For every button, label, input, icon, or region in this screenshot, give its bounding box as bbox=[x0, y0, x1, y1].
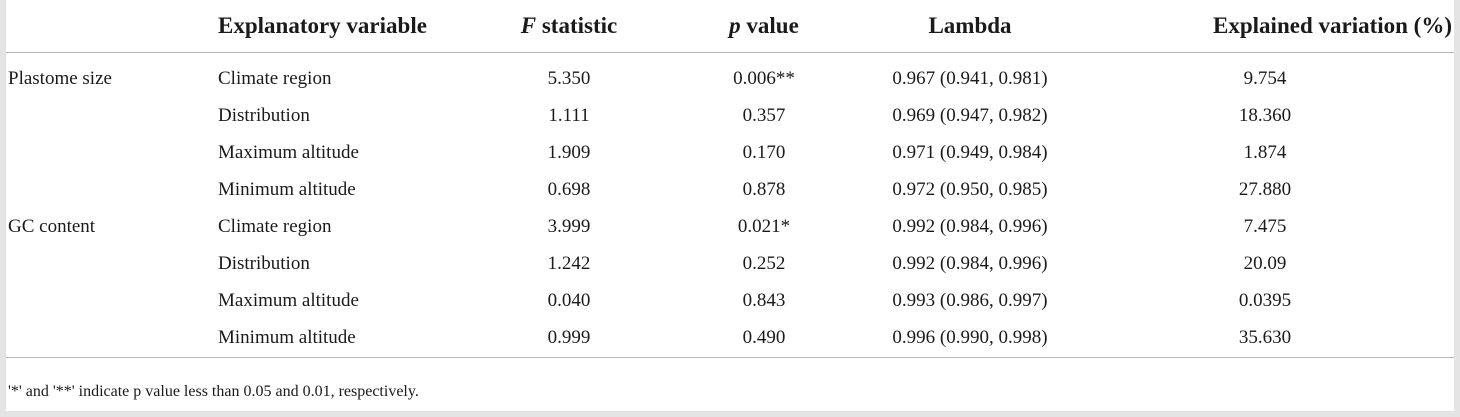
cell-f-statistic: 1.909 bbox=[547, 141, 591, 163]
cell-explained-variation: 1.874 bbox=[1243, 141, 1287, 163]
cell-f-statistic: 3.999 bbox=[547, 215, 591, 237]
cell-p-value: 0.021* bbox=[737, 215, 791, 237]
cell-variable: Distribution bbox=[218, 104, 310, 126]
header-p-label: value bbox=[740, 13, 799, 38]
cell-variable: Minimum altitude bbox=[218, 178, 356, 200]
cell-lambda: 0.969 (0.947, 0.982) bbox=[892, 104, 1048, 126]
cell-group: Plastome size bbox=[8, 68, 112, 89]
cell-lambda: 0.992 (0.984, 0.996) bbox=[892, 252, 1048, 274]
cell-p-value: 0.843 bbox=[742, 289, 786, 311]
cell-explained-variation: 27.880 bbox=[1238, 178, 1292, 200]
table-row: Distribution 1.111 0.357 0.969 (0.947, 0… bbox=[6, 97, 1454, 134]
table-header: Explanatory variable F statistic p value… bbox=[6, 0, 1454, 53]
cell-f-statistic: 1.242 bbox=[547, 252, 591, 274]
cell-lambda: 0.972 (0.950, 0.985) bbox=[892, 178, 1048, 200]
cell-explained-variation: 0.0395 bbox=[1238, 289, 1292, 311]
table-card: Explanatory variable F statistic p value… bbox=[6, 0, 1454, 411]
table-row: Maximum altitude 1.909 0.170 0.971 (0.94… bbox=[6, 134, 1454, 171]
cell-explained-variation: 7.475 bbox=[1243, 215, 1287, 237]
results-table: Explanatory variable F statistic p value… bbox=[6, 0, 1454, 358]
cell-group bbox=[6, 134, 210, 171]
header-row: Explanatory variable F statistic p value… bbox=[6, 0, 1454, 53]
cell-variable: Maximum altitude bbox=[218, 141, 359, 163]
cell-f-statistic: 1.111 bbox=[548, 104, 590, 126]
table-row: Plastome size Climate region 5.350 0.006… bbox=[6, 53, 1454, 98]
cell-group bbox=[6, 171, 210, 208]
cell-lambda: 0.971 (0.949, 0.984) bbox=[892, 141, 1048, 163]
cell-explained-variation: 9.754 bbox=[1243, 68, 1287, 89]
table-footnote: '*' and '**' indicate p value less than … bbox=[8, 383, 419, 400]
cell-explained-variation: 20.09 bbox=[1243, 252, 1287, 274]
cell-variable: Minimum altitude bbox=[218, 327, 356, 348]
cell-p-value: 0.878 bbox=[742, 178, 786, 200]
cell-explained-variation: 35.630 bbox=[1238, 327, 1292, 348]
header-lambda: Lambda bbox=[928, 13, 1012, 38]
header-explained-variation: Explained variation (%) bbox=[1213, 13, 1452, 38]
cell-group bbox=[6, 319, 210, 358]
table-row: GC content Climate region 3.999 0.021* 0… bbox=[6, 208, 1454, 245]
cell-group bbox=[6, 97, 210, 134]
cell-variable: Climate region bbox=[218, 215, 332, 237]
cell-f-statistic: 5.350 bbox=[547, 68, 591, 89]
table-row: Maximum altitude 0.040 0.843 0.993 (0.98… bbox=[6, 282, 1454, 319]
cell-lambda: 0.993 (0.986, 0.997) bbox=[892, 289, 1048, 311]
table-row: Distribution 1.242 0.252 0.992 (0.984, 0… bbox=[6, 245, 1454, 282]
cell-f-statistic: 0.999 bbox=[547, 327, 591, 348]
cell-group bbox=[6, 245, 210, 282]
header-f-label: statistic bbox=[536, 13, 618, 38]
header-f-symbol: F bbox=[520, 13, 537, 38]
cell-lambda: 0.967 (0.941, 0.981) bbox=[892, 68, 1048, 89]
header-f-statistic: F statistic bbox=[474, 0, 664, 53]
table-body: Plastome size Climate region 5.350 0.006… bbox=[6, 53, 1454, 358]
cell-p-value: 0.006** bbox=[733, 68, 795, 89]
cell-p-value: 0.170 bbox=[742, 141, 786, 163]
cell-group bbox=[6, 282, 210, 319]
table-row: Minimum altitude 0.999 0.490 0.996 (0.99… bbox=[6, 319, 1454, 358]
cell-p-value: 0.357 bbox=[742, 104, 786, 126]
cell-variable: Climate region bbox=[218, 68, 332, 89]
cell-lambda: 0.992 (0.984, 0.996) bbox=[892, 215, 1048, 237]
cell-f-statistic: 0.040 bbox=[547, 289, 591, 311]
header-p-value: p value bbox=[664, 0, 864, 53]
header-group bbox=[6, 0, 210, 53]
cell-explained-variation: 18.360 bbox=[1238, 104, 1292, 126]
cell-p-value: 0.252 bbox=[742, 252, 786, 274]
cell-variable: Distribution bbox=[218, 252, 310, 274]
table-row: Minimum altitude 0.698 0.878 0.972 (0.95… bbox=[6, 171, 1454, 208]
cell-lambda: 0.996 (0.990, 0.998) bbox=[892, 327, 1048, 348]
cell-variable: Maximum altitude bbox=[218, 289, 359, 311]
header-p-symbol: p bbox=[729, 13, 741, 38]
header-explanatory-variable: Explanatory variable bbox=[218, 13, 427, 38]
cell-f-statistic: 0.698 bbox=[547, 178, 591, 200]
cell-group: GC content bbox=[8, 215, 96, 237]
cell-p-value: 0.490 bbox=[742, 327, 786, 348]
